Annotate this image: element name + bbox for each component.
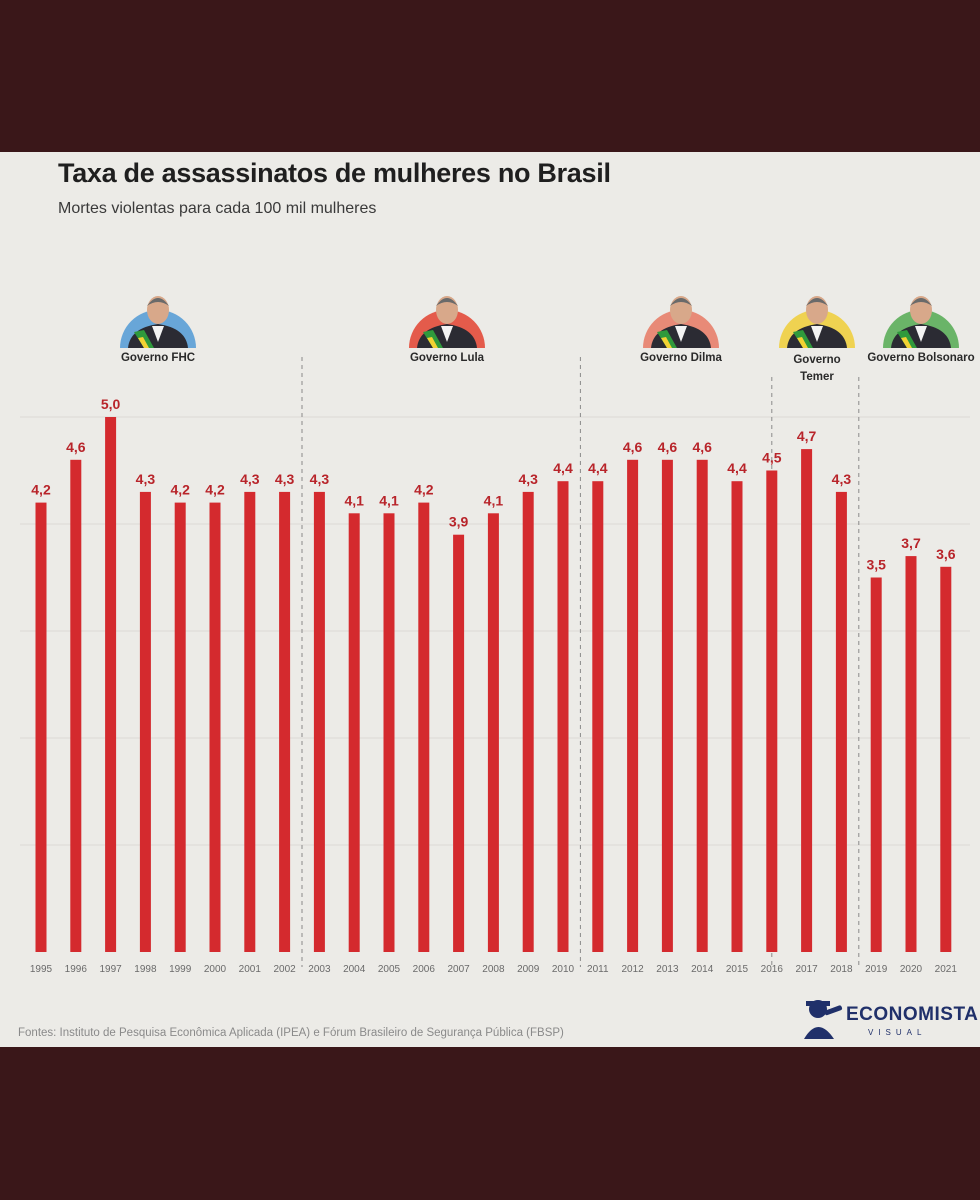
value-label-2008: 4,1 bbox=[484, 492, 504, 508]
value-label-2007: 3,9 bbox=[449, 514, 469, 530]
value-label-2012: 4,6 bbox=[623, 439, 643, 455]
value-label-2020: 3,7 bbox=[901, 535, 921, 551]
portrait-lula-icon bbox=[409, 296, 485, 348]
bar-2020 bbox=[905, 556, 917, 952]
year-label-2018: 2018 bbox=[830, 964, 853, 975]
bar-2007 bbox=[453, 534, 465, 952]
gov-label-fhc: Governo FHC bbox=[120, 352, 196, 364]
bar-2009 bbox=[522, 491, 534, 952]
year-label-2011: 2011 bbox=[587, 964, 609, 975]
portrait-temer-icon bbox=[779, 296, 855, 348]
year-label-2016: 2016 bbox=[761, 964, 784, 975]
chart-subtitle: Mortes violentas para cada 100 mil mulhe… bbox=[58, 200, 377, 217]
year-label-2008: 2008 bbox=[482, 964, 505, 975]
year-label-2002: 2002 bbox=[273, 964, 296, 975]
bar-2018 bbox=[835, 491, 847, 952]
year-label-2013: 2013 bbox=[656, 964, 679, 975]
bar-2014 bbox=[696, 459, 708, 952]
year-label-2020: 2020 bbox=[900, 964, 923, 975]
infographic-card: Taxa de assassinatos de mulheres no Bras… bbox=[0, 152, 980, 1047]
chart-title: Taxa de assassinatos de mulheres no Bras… bbox=[58, 158, 611, 188]
bar-2012 bbox=[627, 459, 639, 952]
bar-1999 bbox=[174, 502, 186, 952]
year-label-1998: 1998 bbox=[134, 964, 157, 975]
economista-logo-icon bbox=[804, 1000, 843, 1039]
bar-2011 bbox=[592, 481, 604, 952]
bar-1998 bbox=[139, 491, 151, 952]
value-label-2016: 4,5 bbox=[762, 450, 782, 466]
year-label-2009: 2009 bbox=[517, 964, 540, 975]
value-label-1996: 4,6 bbox=[66, 439, 86, 455]
value-label-2009: 4,3 bbox=[518, 471, 538, 487]
bar-2013 bbox=[661, 459, 673, 952]
bar-2015 bbox=[731, 481, 743, 952]
value-label-1997: 5,0 bbox=[101, 396, 121, 412]
year-label-2017: 2017 bbox=[795, 964, 818, 975]
bar-2005 bbox=[383, 513, 395, 952]
bar-2000 bbox=[209, 502, 221, 952]
value-label-1995: 4,2 bbox=[31, 482, 51, 498]
value-label-2013: 4,6 bbox=[658, 439, 678, 455]
year-label-2003: 2003 bbox=[308, 964, 331, 975]
year-label-1999: 1999 bbox=[169, 964, 192, 975]
gov-label-lula: Governo Lula bbox=[409, 352, 485, 364]
bar-2001 bbox=[244, 491, 256, 952]
gov-label-bolsonaro: Governo Bolsonaro bbox=[867, 352, 975, 364]
bar-2004 bbox=[348, 513, 360, 952]
value-label-2021: 3,6 bbox=[936, 546, 956, 562]
value-label-2001: 4,3 bbox=[240, 471, 260, 487]
bar-1997 bbox=[105, 417, 117, 952]
bar-2016 bbox=[766, 470, 778, 952]
bar-2021 bbox=[940, 566, 952, 952]
value-label-2006: 4,2 bbox=[414, 482, 434, 498]
year-label-2012: 2012 bbox=[621, 964, 644, 975]
year-label-1995: 1995 bbox=[30, 964, 53, 975]
bar-2003 bbox=[313, 491, 325, 952]
value-label-2015: 4,4 bbox=[727, 460, 747, 476]
bar-2010 bbox=[557, 481, 569, 952]
value-label-1998: 4,3 bbox=[136, 471, 156, 487]
gov-label-dilma: Governo Dilma bbox=[640, 352, 722, 364]
brand-name: ECONOMISTA bbox=[846, 1004, 979, 1025]
year-label-2005: 2005 bbox=[378, 964, 401, 975]
value-label-2014: 4,6 bbox=[692, 439, 712, 455]
bar-2006 bbox=[418, 502, 430, 952]
year-label-1996: 1996 bbox=[65, 964, 88, 975]
year-label-2014: 2014 bbox=[691, 964, 714, 975]
bar-2019 bbox=[870, 577, 882, 952]
portrait-fhc-icon bbox=[120, 296, 196, 348]
year-label-1997: 1997 bbox=[99, 964, 122, 975]
year-label-2006: 2006 bbox=[413, 964, 436, 975]
portrait-bolsonaro-icon bbox=[883, 296, 959, 348]
year-label-2015: 2015 bbox=[726, 964, 749, 975]
brand-tagline: VISUAL bbox=[868, 1028, 927, 1037]
value-label-2005: 4,1 bbox=[379, 492, 399, 508]
value-label-2000: 4,2 bbox=[205, 482, 225, 498]
sources-footnote: Fontes: Instituto de Pesquisa Econômica … bbox=[18, 1027, 564, 1039]
value-label-2018: 4,3 bbox=[832, 471, 852, 487]
bar-2002 bbox=[279, 491, 291, 952]
value-label-2003: 4,3 bbox=[310, 471, 330, 487]
year-label-2007: 2007 bbox=[447, 964, 470, 975]
value-label-2004: 4,1 bbox=[344, 492, 364, 508]
value-label-1999: 4,2 bbox=[170, 482, 190, 498]
portrait-dilma-icon bbox=[643, 296, 719, 348]
value-label-2011: 4,4 bbox=[588, 460, 608, 476]
bar-chart: 4,2 1995 4,6 1996 5,0 1997 4,3 1998 4,2 1999 4,2 20… bbox=[20, 296, 970, 975]
bar-2017 bbox=[801, 449, 813, 952]
value-label-2017: 4,7 bbox=[797, 428, 817, 444]
value-label-2002: 4,3 bbox=[275, 471, 295, 487]
value-label-2010: 4,4 bbox=[553, 460, 573, 476]
year-label-2004: 2004 bbox=[343, 964, 366, 975]
gov-label-temer: Governo Temer bbox=[793, 354, 841, 383]
year-label-2000: 2000 bbox=[204, 964, 227, 975]
bar-1996 bbox=[70, 459, 82, 952]
year-label-2021: 2021 bbox=[935, 964, 958, 975]
bar-1995 bbox=[35, 502, 47, 952]
value-label-2019: 3,5 bbox=[866, 557, 886, 573]
bar-2008 bbox=[487, 513, 499, 952]
year-label-2010: 2010 bbox=[552, 964, 575, 975]
year-label-2001: 2001 bbox=[239, 964, 262, 975]
year-label-2019: 2019 bbox=[865, 964, 888, 975]
